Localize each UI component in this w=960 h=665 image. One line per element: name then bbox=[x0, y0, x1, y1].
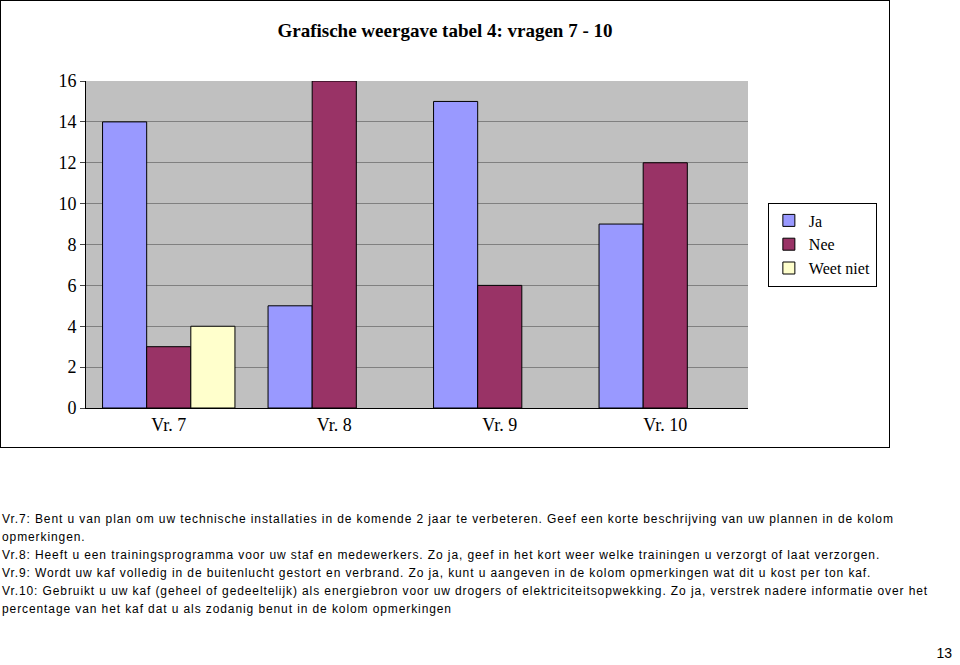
svg-text:8: 8 bbox=[67, 235, 76, 255]
svg-text:12: 12 bbox=[58, 153, 76, 173]
html-text:Vr.7: Bent u van plan om uw te: Vr.7: Bent u van plan om uw technische i… bbox=[2, 512, 894, 544]
svg-text:Vr. 10: Vr. 10 bbox=[643, 415, 687, 435]
svg-text:Vr. 9: Vr. 9 bbox=[482, 415, 517, 435]
svg-text:14: 14 bbox=[58, 112, 76, 132]
svg-text:4: 4 bbox=[67, 317, 76, 337]
html-text:Vr.10: Gebruikt u uw kaf (gehe: Vr.10: Gebruikt u uw kaf (geheel of gede… bbox=[2, 584, 929, 616]
svg-text:2: 2 bbox=[67, 357, 76, 377]
svg-text:10: 10 bbox=[58, 194, 76, 214]
svg-text:Weet niet: Weet niet bbox=[809, 260, 870, 277]
svg-text:Grafische weergave tabel 4: vr: Grafische weergave tabel 4: vragen 7 - 1… bbox=[277, 20, 612, 41]
svg-text:Ja: Ja bbox=[809, 213, 822, 230]
html-text:13: 13 bbox=[936, 645, 952, 661]
svg-text:Nee: Nee bbox=[809, 236, 835, 253]
html-text:Vr.8: Heeft u een trainingspro: Vr.8: Heeft u een trainingsprogramma voo… bbox=[2, 548, 881, 562]
svg-text:16: 16 bbox=[58, 71, 76, 91]
svg-text:Vr. 7: Vr. 7 bbox=[151, 415, 186, 435]
svg-text:Vr. 8: Vr. 8 bbox=[317, 415, 352, 435]
svg-text:0: 0 bbox=[67, 398, 76, 418]
svg-text:6: 6 bbox=[67, 276, 76, 296]
html-text:Vr.9: Wordt uw kaf volledig in: Vr.9: Wordt uw kaf volledig in de buiten… bbox=[2, 566, 872, 580]
